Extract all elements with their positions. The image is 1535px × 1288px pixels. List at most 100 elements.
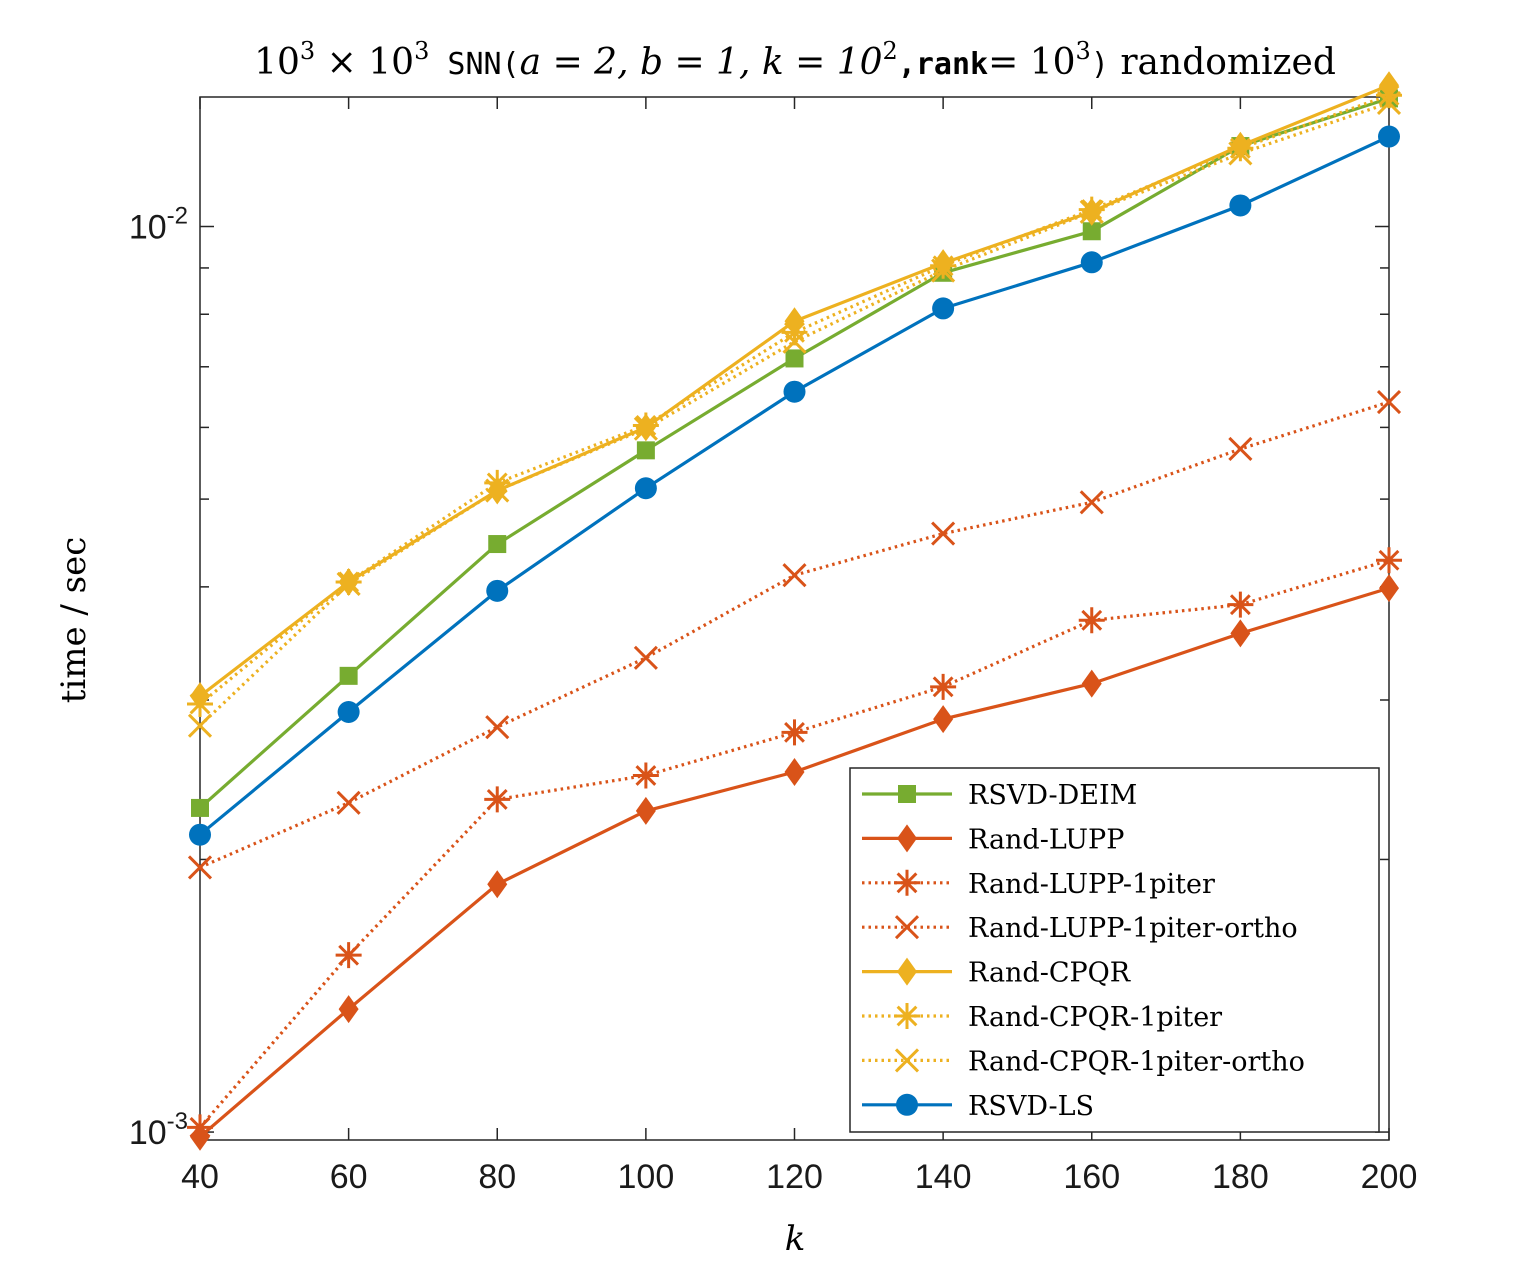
x-tick-label: 140 xyxy=(915,1158,972,1196)
data-point xyxy=(1079,490,1104,515)
legend-marker xyxy=(894,915,920,940)
title-p1-sup: 3 xyxy=(300,37,315,65)
legend-entry-rand-lupp: Rand-LUPP xyxy=(862,824,1124,855)
title-tail: randomized xyxy=(1109,42,1336,83)
legend-entry-rand-cpqr: Rand-CPQR xyxy=(862,957,1131,989)
x-axis-label: k xyxy=(785,1219,806,1259)
title-mono2: ,rank xyxy=(898,47,988,82)
data-point xyxy=(1078,607,1105,634)
data-point xyxy=(930,673,957,700)
data-point xyxy=(190,682,210,711)
data-point xyxy=(336,790,361,815)
data-point xyxy=(488,535,507,554)
data-point xyxy=(635,796,656,825)
x-tick-label: 120 xyxy=(766,1158,823,1196)
data-point xyxy=(783,380,806,403)
y-tick-exponent: -3 xyxy=(167,1108,188,1135)
series-rand-lupp-1piter-ortho xyxy=(187,389,1402,880)
data-point xyxy=(634,477,657,500)
data-point xyxy=(187,855,213,880)
y-tick-exponent: -2 xyxy=(167,203,188,230)
data-point xyxy=(484,786,511,813)
series-line xyxy=(198,101,1390,727)
data-point xyxy=(1379,71,1399,100)
legend-entry-rsvd-ls: RSVD-LS xyxy=(862,1091,1094,1122)
legend-entry-rsvd-deim: RSVD-DEIM xyxy=(862,780,1137,811)
y-tick-base: 10 xyxy=(129,1114,167,1152)
data-point xyxy=(337,700,360,723)
data-point xyxy=(487,870,508,899)
legend-marker xyxy=(894,1048,920,1073)
data-point xyxy=(1379,574,1399,603)
x-tick-label: 40 xyxy=(181,1158,219,1196)
legend-marker xyxy=(897,957,917,986)
data-point xyxy=(191,798,209,817)
title-mono3: ) xyxy=(1091,47,1109,82)
x-tick-label: 100 xyxy=(618,1158,675,1196)
data-point xyxy=(933,249,954,278)
legend-label: Rand-CPQR-1piter xyxy=(968,1002,1222,1033)
data-point xyxy=(338,567,359,596)
legend-label: Rand-LUPP xyxy=(968,824,1124,855)
series-line xyxy=(199,400,1390,869)
legend-marker xyxy=(896,1093,918,1116)
x-tick-label: 60 xyxy=(330,1158,368,1196)
legend-marker xyxy=(894,1003,920,1029)
series-rand-lupp-1piter xyxy=(187,547,1402,1141)
legend: RSVD-DEIM Rand-LUPP Rand-LUPP-1piter Rand-L… xyxy=(849,767,1380,1133)
legend-label: Rand-CPQR xyxy=(968,958,1131,989)
data-point xyxy=(782,563,807,588)
data-point xyxy=(933,705,954,734)
data-point xyxy=(1227,591,1254,618)
legend-entry-rand-cpqr-1piter-ortho: Rand-CPQR-1piter-ortho xyxy=(862,1046,1305,1077)
data-point xyxy=(1081,197,1102,226)
y-tick-label: 10-2 xyxy=(129,203,188,247)
data-point xyxy=(635,413,656,442)
data-point xyxy=(338,995,359,1024)
legend-entry-rand-cpqr-1piter: Rand-CPQR-1piter xyxy=(862,1002,1222,1033)
legend-marker xyxy=(894,869,920,896)
legend-entry-rand-lupp-1piter-ortho: Rand-LUPP-1piter-ortho xyxy=(862,913,1298,944)
legend-label: RSVD-LS xyxy=(968,1091,1094,1122)
legend-marker xyxy=(898,785,916,803)
data-point xyxy=(187,713,213,738)
data-point xyxy=(1229,194,1252,217)
series-rand-lupp xyxy=(190,574,1399,1151)
title-p1: 10 xyxy=(254,42,300,83)
data-point xyxy=(931,521,956,546)
title-eq: = 10 xyxy=(988,42,1075,83)
chart-title: 103 × 103 SNN(a = 2, b = 1, k = 102,rank… xyxy=(254,37,1336,83)
legend-label: Rand-LUPP-1piter-ortho xyxy=(968,913,1298,944)
data-point xyxy=(632,762,659,789)
legend-marker xyxy=(897,824,917,853)
title-p2: 10 xyxy=(368,42,414,83)
data-point xyxy=(1230,619,1251,648)
data-point xyxy=(487,476,508,505)
title-p2-sup: 3 xyxy=(414,37,429,65)
data-point xyxy=(785,349,804,368)
data-point xyxy=(1376,547,1402,574)
series-rand-cpqr xyxy=(190,71,1399,711)
data-point xyxy=(1081,669,1102,698)
data-point xyxy=(1230,131,1251,160)
data-point xyxy=(932,297,955,320)
title-mono1: SNN( xyxy=(429,47,519,82)
legend-box xyxy=(849,767,1380,1133)
x-tick-label: 180 xyxy=(1212,1158,1269,1196)
x-tick-label: 200 xyxy=(1361,1158,1418,1196)
data-point xyxy=(633,645,658,670)
x-tick-label: 80 xyxy=(478,1158,516,1196)
title-eq-sup: 3 xyxy=(1076,37,1091,65)
data-point xyxy=(1228,436,1253,462)
data-point xyxy=(187,1114,213,1141)
title-params: a = 2, b = 1, k = 10 xyxy=(520,42,883,83)
data-point xyxy=(485,715,510,740)
x-tick-label: 160 xyxy=(1063,1158,1120,1196)
data-point xyxy=(784,758,805,787)
data-point xyxy=(1378,125,1400,148)
y-axis-label: time / sec xyxy=(54,537,94,704)
y-tick-label: 10-3 xyxy=(129,1108,188,1152)
data-point xyxy=(189,823,211,846)
data-point xyxy=(781,719,808,746)
